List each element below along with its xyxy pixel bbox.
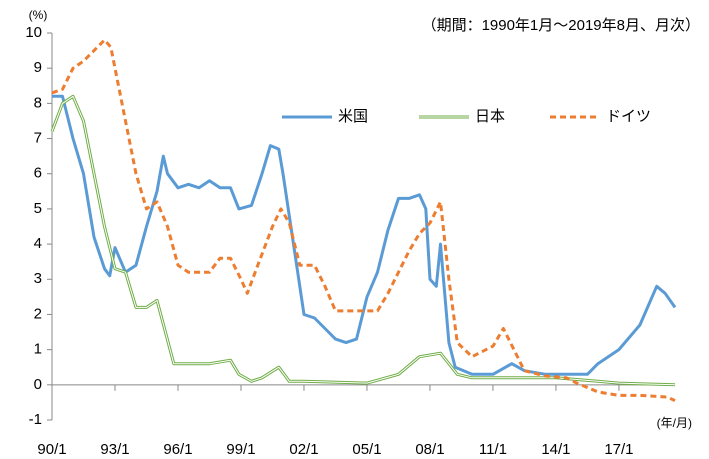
- series-line: [50, 94, 676, 387]
- series-line: [51, 38, 676, 402]
- y-tick-label: -1: [29, 411, 42, 428]
- y-unit: (%): [29, 8, 48, 22]
- x-tick-label: 02/1: [289, 441, 318, 458]
- series-line-inner: [51, 95, 676, 386]
- y-tick-label: 4: [34, 235, 42, 252]
- series-line: [52, 94, 677, 376]
- legend-label: ドイツ: [606, 108, 651, 125]
- y-tick-label: 10: [25, 24, 42, 41]
- chart-subtitle: （期間：1990年1月～2019年8月、月次）: [422, 17, 700, 34]
- y-tick-label: 1: [34, 341, 42, 358]
- y-tick-label: 6: [34, 165, 42, 182]
- y-tick-label: 9: [34, 59, 42, 76]
- y-tick-label: 3: [34, 270, 42, 287]
- x-tick-label: 93/1: [100, 441, 129, 458]
- legend-label: 日本: [475, 108, 505, 125]
- x-unit: (年/月): [657, 416, 692, 430]
- x-tick-label: 96/1: [163, 441, 192, 458]
- y-tick-label: 7: [34, 130, 42, 147]
- x-tick-label: 17/1: [604, 441, 633, 458]
- x-tick-label: 05/1: [352, 441, 381, 458]
- y-tick-label: 0: [34, 376, 42, 393]
- x-tick-label: 90/1: [37, 441, 66, 458]
- x-tick-label: 14/1: [541, 441, 570, 458]
- y-tick-label: 5: [34, 200, 42, 217]
- legend-label: 米国: [338, 108, 368, 125]
- x-tick-label: 99/1: [226, 441, 255, 458]
- y-tick-label: 8: [34, 94, 42, 111]
- y-tick-label: 2: [34, 305, 42, 322]
- x-tick-label: 08/1: [415, 441, 444, 458]
- x-tick-label: 11/1: [479, 441, 507, 458]
